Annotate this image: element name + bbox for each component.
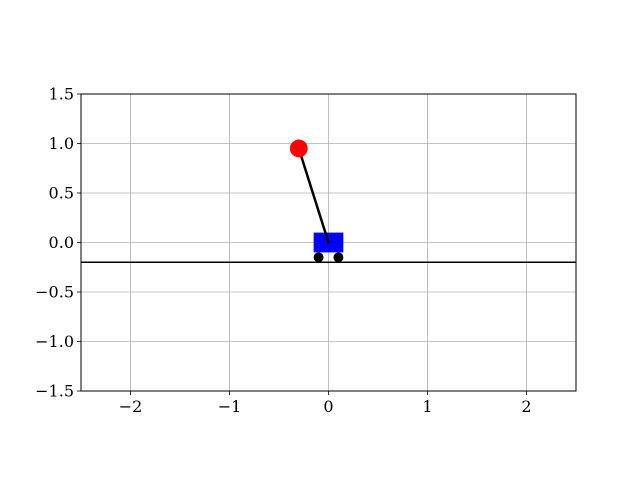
y-tick-label: −1.5 [35,382,74,401]
x-tick-label: 2 [521,397,531,416]
y-tick-label: 0.5 [49,184,74,203]
y-tick-label: 1.0 [49,134,74,153]
x-tick-label: −2 [119,397,143,416]
x-tick-label: 0 [323,397,333,416]
ticks: −2 −1 0 1 2 −1.5 −1.0 −0.5 0.0 0.5 1.0 1.5 [35,85,531,417]
right-wheel [333,252,344,263]
y-tick-label: 1.5 [49,85,74,104]
scene [81,139,576,264]
pendulum-pole [297,147,330,244]
left-wheel [313,252,324,263]
pendulum-bob [289,139,308,158]
y-tick-label: −1.0 [35,332,74,351]
x-tick-label: 1 [422,397,432,416]
x-tick-label: −1 [218,397,242,416]
y-tick-label: 0.0 [49,233,74,252]
y-tick-label: −0.5 [35,283,74,302]
